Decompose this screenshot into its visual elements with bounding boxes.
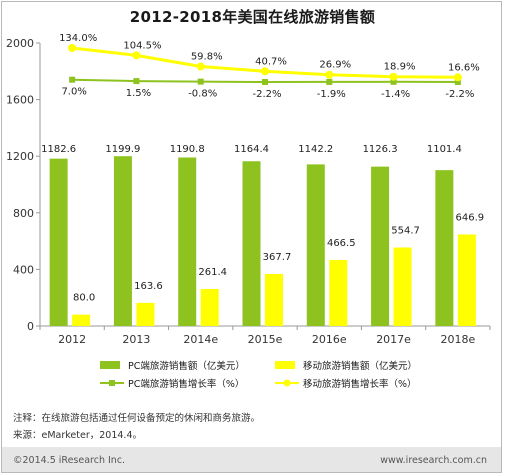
mobile-growth-point	[325, 70, 334, 79]
pc-growth-label: -1.4%	[381, 89, 410, 100]
source-text: 来源：eMarketer，2014.4。	[13, 430, 142, 441]
y-tick-label: 1600	[6, 94, 34, 107]
legend: PC端旅游销售额（亿美元） 移动旅游销售额（亿美元） PC端旅游销售增长率（%） 移动…	[100, 360, 417, 390]
pc-growth-point	[133, 78, 140, 85]
growth-lines	[68, 44, 462, 85]
mobile-growth-point	[68, 44, 77, 52]
x-tick-label: 2016e	[312, 333, 347, 346]
pc-growth-point	[390, 78, 397, 85]
pc-growth-point	[197, 78, 204, 85]
y-tick-label: 800	[13, 207, 34, 220]
pc-sales-label: 1164.4	[234, 144, 269, 155]
website-text: www.iresearch.com.cn	[380, 455, 487, 466]
pc-sales-bar	[178, 157, 197, 326]
mobile-growth-point	[132, 51, 141, 60]
mobile-sales-bar	[72, 314, 91, 326]
mobile-sales-label: 646.9	[456, 212, 485, 223]
legend-label: PC端旅游销售增长率（%）	[128, 378, 244, 390]
mobile-sales-bar	[200, 289, 219, 326]
pc-growth-label: -2.2%	[445, 89, 474, 100]
pc-growth-point	[69, 76, 76, 83]
mobile-sales-label: 163.6	[134, 281, 163, 292]
mobile-growth-label: 104.5%	[123, 40, 161, 51]
pc-sales-bar	[435, 170, 454, 326]
x-tick-label: 2013	[122, 333, 150, 346]
pc-sales-bar	[242, 161, 261, 326]
note-text: 注释：在线旅游包括通过任何设备预定的休闲和商务旅游。	[13, 413, 261, 424]
mobile-growth-label: 134.0%	[59, 33, 97, 44]
pc-sales-bar	[306, 164, 325, 326]
copyright-text: ©2014.5 iResearch Inc.	[13, 455, 126, 466]
pc-sales-bar	[371, 166, 390, 326]
mobile-growth-label: 40.7%	[255, 56, 287, 67]
pc-sales-label: 1101.4	[427, 144, 462, 155]
legend-label: 移动旅游销售增长率（%）	[303, 378, 417, 390]
y-tick-label: 2000	[6, 37, 34, 50]
pc-sales-bar	[113, 156, 132, 326]
x-axis: 2012 2013 2014e 2015e 2016e 2017e 2018e	[39, 325, 491, 346]
mobile-growth-point	[196, 62, 205, 71]
mobile-sales-bar	[457, 234, 476, 326]
mobile-sales-bar	[265, 273, 283, 326]
pc-growth-label: 7.0%	[61, 87, 86, 98]
legend-label: PC端旅游销售额（亿美元）	[128, 360, 245, 372]
y-tick-label: 1200	[6, 150, 34, 163]
pc-growth-label: -0.8%	[188, 89, 217, 100]
footer-band	[2, 447, 501, 472]
y-tick-label: 0	[27, 320, 34, 333]
mobile-growth-label: 16.6%	[448, 62, 480, 73]
pc-sales-label: 1190.8	[170, 144, 205, 155]
x-tick-label: 2014e	[183, 333, 218, 346]
mobile-sales-bar	[393, 247, 412, 326]
data-labels: 1182.6 1199.9 1190.8 1164.4 1142.2 1126.3 1101…	[41, 33, 484, 304]
x-tick-label: 2017e	[376, 333, 411, 346]
legend-marker	[283, 379, 291, 387]
y-axis: 0 400 800 1200 1600 2000	[6, 37, 41, 333]
pc-growth-label: -2.2%	[252, 89, 281, 100]
mobile-sales-label: 261.4	[198, 267, 227, 278]
pc-growth-point	[326, 78, 333, 85]
pc-sales-label: 1142.2	[298, 144, 333, 155]
pc-growth-label: 1.5%	[126, 88, 151, 99]
mobile-sales-label: 367.7	[263, 252, 292, 263]
mobile-sales-bar	[136, 302, 155, 326]
x-tick-label: 2018e	[440, 333, 475, 346]
mobile-growth-label: 59.8%	[191, 52, 223, 63]
x-tick-label: 2012	[58, 333, 86, 346]
pc-sales-label: 1126.3	[363, 144, 398, 155]
mobile-sales-label: 80.0	[73, 293, 95, 304]
x-tick-label: 2015e	[248, 333, 283, 346]
mobile-growth-point	[261, 67, 269, 76]
mobile-sales-label: 466.5	[327, 238, 356, 249]
mobile-growth-label: 26.9%	[319, 60, 351, 71]
bars	[49, 156, 476, 326]
pc-sales-bar	[49, 158, 68, 326]
mobile-growth-point	[453, 73, 462, 82]
legend-swatch	[275, 361, 295, 369]
pc-sales-label: 1199.9	[105, 144, 140, 155]
mobile-sales-bar	[329, 259, 348, 326]
mobile-sales-label: 554.7	[391, 226, 420, 237]
pc-sales-label: 1182.6	[41, 144, 76, 155]
mobile-growth-label: 18.9%	[384, 62, 416, 73]
pc-growth-label: -1.9%	[317, 89, 346, 100]
legend-swatch	[100, 361, 120, 369]
pc-growth-point	[262, 79, 268, 85]
y-tick-label: 400	[13, 263, 34, 276]
legend-label: 移动旅游销售额（亿美元）	[303, 360, 417, 372]
mobile-growth-point	[389, 72, 398, 81]
legend-marker	[109, 380, 115, 386]
chart-title: 2012-2018年美国在线旅游销售额	[129, 8, 376, 26]
pc-growth-point	[454, 79, 461, 85]
